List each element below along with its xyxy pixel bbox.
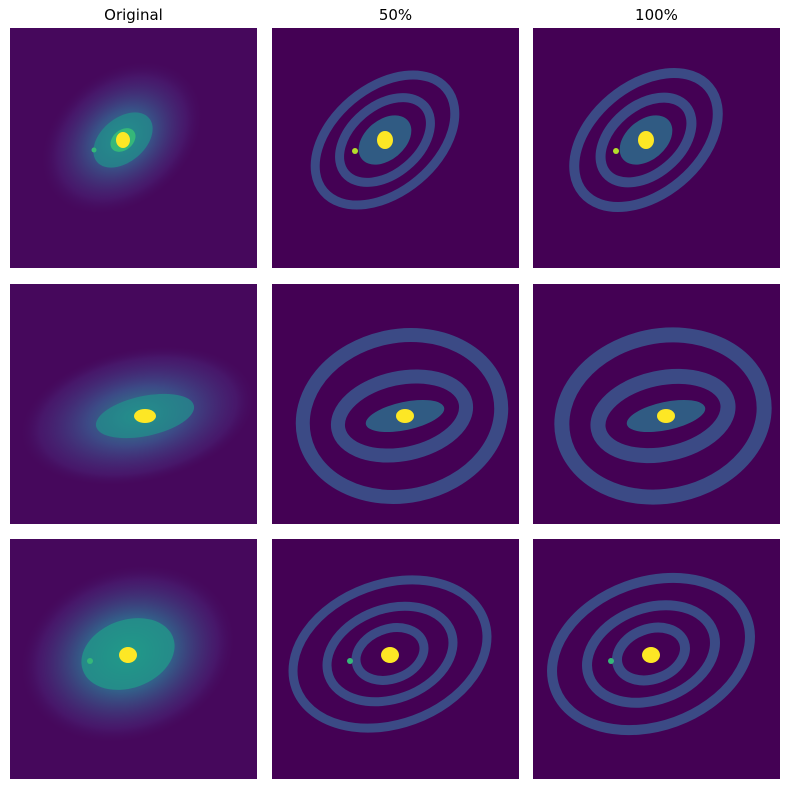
galaxy-1-100-percent xyxy=(533,28,780,268)
galaxy-3-50-percent xyxy=(272,539,519,779)
column-title-original: Original xyxy=(104,6,163,24)
galaxy-2-50-percent xyxy=(272,284,519,524)
galaxy-1-50-percent xyxy=(272,28,519,268)
galaxy-2-100-percent xyxy=(533,284,780,524)
galaxy-3-original xyxy=(10,539,257,779)
column-title-50-percent: 50% xyxy=(378,6,413,24)
galaxy-3-100-percent xyxy=(533,539,780,779)
column-title-100-percent: 100% xyxy=(635,6,678,24)
galaxy-1-original xyxy=(10,28,257,268)
galaxy-2-original xyxy=(10,284,257,524)
